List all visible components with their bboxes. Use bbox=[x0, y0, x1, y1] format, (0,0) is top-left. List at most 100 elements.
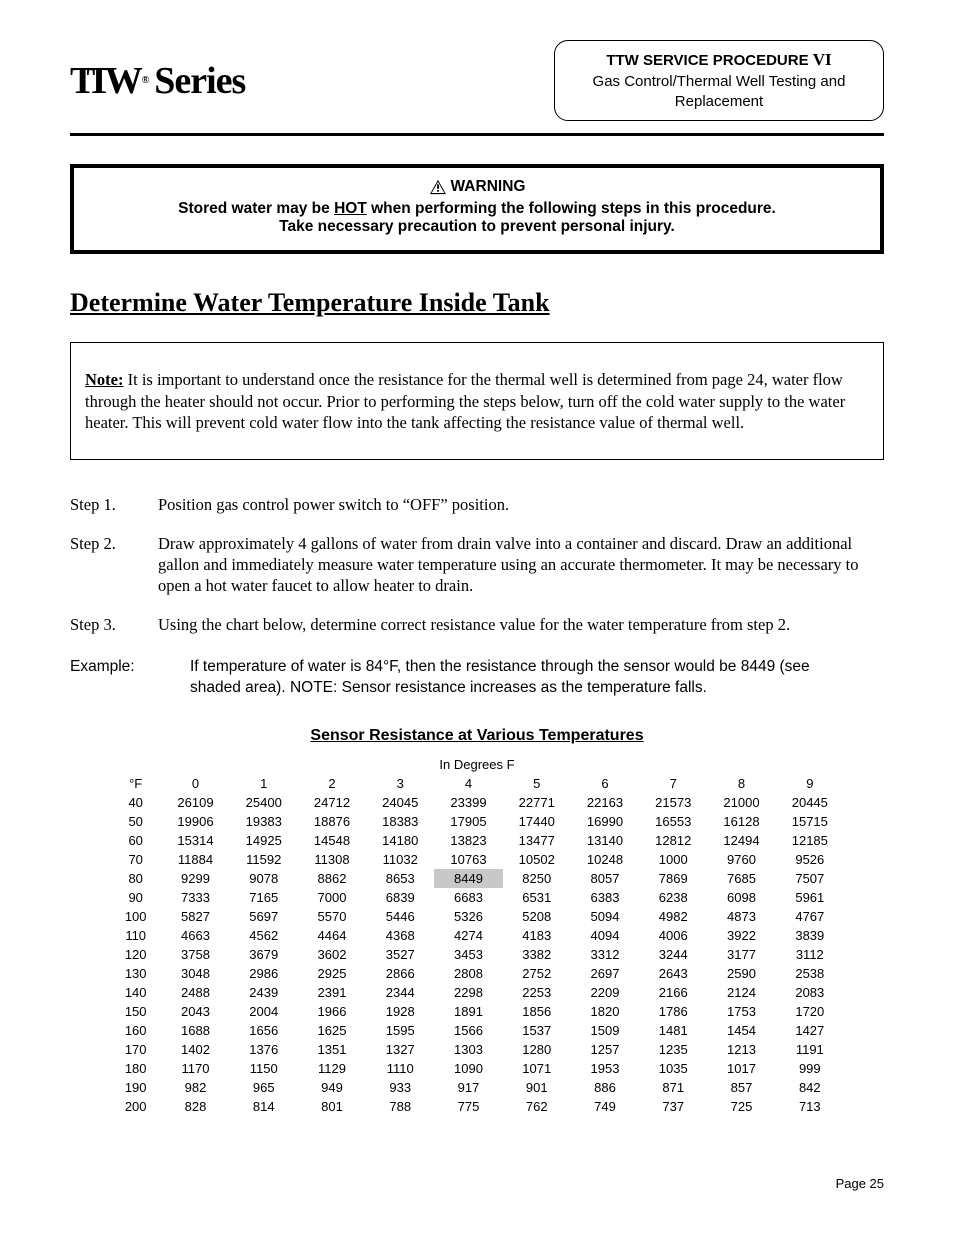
table-cell: 4368 bbox=[366, 926, 434, 945]
table-cell: 2391 bbox=[298, 983, 366, 1002]
table-row-label: 110 bbox=[110, 926, 161, 945]
table-row-label: 200 bbox=[110, 1097, 161, 1116]
table-cell: 2209 bbox=[571, 983, 639, 1002]
table-cell: 18876 bbox=[298, 812, 366, 831]
table-cell: 857 bbox=[707, 1078, 775, 1097]
table-cell: 6531 bbox=[503, 888, 571, 907]
logo-mark: TTW bbox=[70, 59, 142, 103]
step-label: Step 3. bbox=[70, 614, 158, 635]
table-cell: 1537 bbox=[503, 1021, 571, 1040]
table-cell: 1953 bbox=[571, 1059, 639, 1078]
warning-label-row: WARNING bbox=[429, 178, 526, 196]
step-body: Using the chart below, determine correct… bbox=[158, 614, 884, 635]
table-cell: 814 bbox=[230, 1097, 298, 1116]
table-cell: 1625 bbox=[298, 1021, 366, 1040]
step-row: Step 1. Position gas control power switc… bbox=[70, 494, 884, 515]
table-cell: 11032 bbox=[366, 850, 434, 869]
table-cell: 19383 bbox=[230, 812, 298, 831]
procedure-roman: VI bbox=[813, 50, 832, 69]
table-cell: 737 bbox=[639, 1097, 707, 1116]
table-cell: 5446 bbox=[366, 907, 434, 926]
table-row-label: 180 bbox=[110, 1059, 161, 1078]
table-row-label: 60 bbox=[110, 831, 161, 850]
table-cell: 3839 bbox=[776, 926, 844, 945]
section-title: Determine Water Temperature Inside Tank bbox=[70, 288, 884, 318]
table-cell: 3527 bbox=[366, 945, 434, 964]
table-cell: 10502 bbox=[503, 850, 571, 869]
note-label: Note: bbox=[85, 370, 123, 389]
example-label: Example: bbox=[70, 657, 190, 699]
table-cell: 1856 bbox=[503, 1002, 571, 1021]
table-cell: 2538 bbox=[776, 964, 844, 983]
table-cell: 1720 bbox=[776, 1002, 844, 1021]
step-row: Step 2. Draw approximately 4 gallons of … bbox=[70, 533, 884, 596]
step-body: Position gas control power switch to “OF… bbox=[158, 494, 884, 515]
table-cell: 828 bbox=[161, 1097, 229, 1116]
table-cell: 1110 bbox=[366, 1059, 434, 1078]
table-cell: 2004 bbox=[230, 1002, 298, 1021]
table-cell: 5827 bbox=[161, 907, 229, 926]
table-header-col: 3 bbox=[366, 774, 434, 793]
table-cell: 901 bbox=[503, 1078, 571, 1097]
table-row-label: 90 bbox=[110, 888, 161, 907]
table-cell: 4873 bbox=[707, 907, 775, 926]
step-body: Draw approximately 4 gallons of water fr… bbox=[158, 533, 884, 596]
table-cell: 13477 bbox=[503, 831, 571, 850]
table-cell: 16128 bbox=[707, 812, 775, 831]
table-cell: 1509 bbox=[571, 1021, 639, 1040]
table-cell: 3758 bbox=[161, 945, 229, 964]
table-cell: 14925 bbox=[230, 831, 298, 850]
table-cell: 8057 bbox=[571, 869, 639, 888]
table-cell: 21000 bbox=[707, 793, 775, 812]
step-row: Step 3. Using the chart below, determine… bbox=[70, 614, 884, 635]
table-cell: 2298 bbox=[434, 983, 502, 1002]
table-cell: 22771 bbox=[503, 793, 571, 812]
table-cell: 26109 bbox=[161, 793, 229, 812]
table-cell: 3112 bbox=[776, 945, 844, 964]
warning-label: WARNING bbox=[451, 178, 526, 196]
warning-line-1: Stored water may be HOT when performing … bbox=[92, 200, 862, 218]
table-cell: 4274 bbox=[434, 926, 502, 945]
table-cell: 7165 bbox=[230, 888, 298, 907]
table-cell: 1280 bbox=[503, 1040, 571, 1059]
procedure-subtitle-2: Replacement bbox=[573, 92, 865, 112]
example-row: Example: If temperature of water is 84°F… bbox=[70, 657, 884, 699]
table-cell: 1891 bbox=[434, 1002, 502, 1021]
table-cell: 7869 bbox=[639, 869, 707, 888]
table-cell: 1303 bbox=[434, 1040, 502, 1059]
table-cell: 1170 bbox=[161, 1059, 229, 1078]
table-cell: 2697 bbox=[571, 964, 639, 983]
header: TTW ® Series TTW SERVICE PROCEDURE VI Ga… bbox=[70, 40, 884, 121]
table-cell: 1427 bbox=[776, 1021, 844, 1040]
table-row-label: 80 bbox=[110, 869, 161, 888]
table-header-col: 0 bbox=[161, 774, 229, 793]
table-cell: 11884 bbox=[161, 850, 229, 869]
table-cell: 3312 bbox=[571, 945, 639, 964]
table-cell: 9760 bbox=[707, 850, 775, 869]
table-cell: 949 bbox=[298, 1078, 366, 1097]
table-cell: 1454 bbox=[707, 1021, 775, 1040]
table-cell: 4663 bbox=[161, 926, 229, 945]
table-cell: 5208 bbox=[503, 907, 571, 926]
table-cell: 1150 bbox=[230, 1059, 298, 1078]
logo-series-text: Series bbox=[154, 59, 245, 103]
table-cell: 4562 bbox=[230, 926, 298, 945]
table-cell: 2043 bbox=[161, 1002, 229, 1021]
table-cell: 788 bbox=[366, 1097, 434, 1116]
table-cell: 775 bbox=[434, 1097, 502, 1116]
table-cell: 762 bbox=[503, 1097, 571, 1116]
page: TTW ® Series TTW SERVICE PROCEDURE VI Ga… bbox=[0, 0, 954, 1221]
table-cell: 2344 bbox=[366, 983, 434, 1002]
table-cell: 3244 bbox=[639, 945, 707, 964]
table-cell: 1595 bbox=[366, 1021, 434, 1040]
table-cell: 933 bbox=[366, 1078, 434, 1097]
registered-icon: ® bbox=[142, 75, 148, 86]
resistance-table-wrap: In Degrees F°F01234567894026109254002471… bbox=[110, 755, 844, 1116]
note-box: Note: It is important to understand once… bbox=[70, 342, 884, 459]
table-cell: 1786 bbox=[639, 1002, 707, 1021]
table-cell: 1656 bbox=[230, 1021, 298, 1040]
procedure-box: TTW SERVICE PROCEDURE VI Gas Control/The… bbox=[554, 40, 884, 121]
procedure-subtitle-1: Gas Control/Thermal Well Testing and bbox=[573, 72, 865, 92]
table-cell: 3602 bbox=[298, 945, 366, 964]
resistance-table: In Degrees F°F01234567894026109254002471… bbox=[110, 755, 844, 1116]
